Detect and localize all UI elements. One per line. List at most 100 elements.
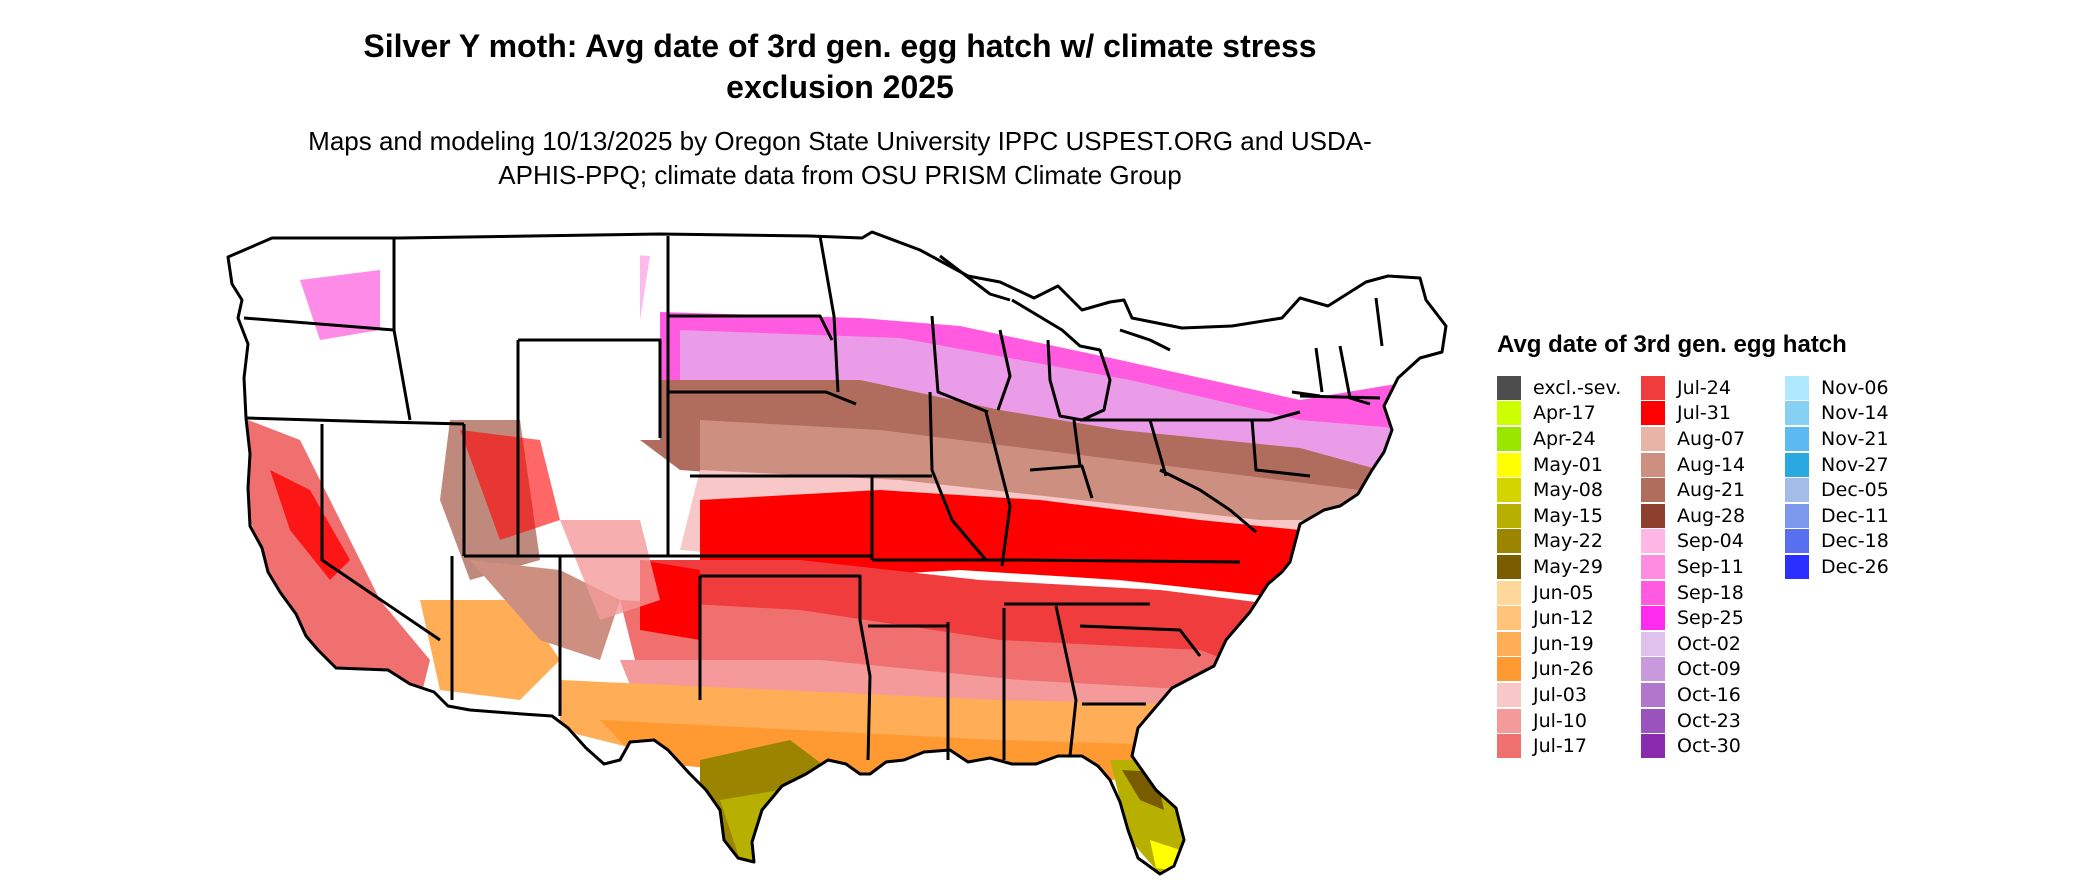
legend-swatch [1641,375,1665,400]
legend-label: Sep-25 [1677,607,1744,630]
legend-swatch [1785,426,1809,451]
legend-swatch [1641,452,1665,477]
legend-item: Oct-02 [1641,631,1771,657]
legend-item: excl.-sev. [1497,375,1627,401]
legend-swatch [1641,708,1665,733]
legend-swatch [1785,478,1809,503]
legend-label: May-22 [1533,530,1603,553]
legend-swatch [1497,580,1521,605]
legend-column: excl.-sev. Apr-17 Apr-24 May-01 May-08 May-15… [1497,375,1627,759]
legend-label: Oct-09 [1677,658,1741,681]
legend-item: Dec-18 [1785,529,1915,555]
legend-label: May-15 [1533,504,1603,527]
legend-label: Dec-26 [1821,555,1889,578]
legend-swatch [1641,503,1665,528]
legend-label: Jun-19 [1533,632,1594,655]
legend-swatch [1785,554,1809,579]
map-title: Silver Y moth: Avg date of 3rd gen. egg … [363,28,1317,105]
legend-swatch [1641,401,1665,426]
legend-label: Jun-05 [1533,581,1594,604]
legend-swatch [1497,554,1521,579]
legend-label: Nov-27 [1821,453,1889,476]
legend-label: Nov-06 [1821,376,1889,399]
legend-swatch [1497,426,1521,451]
legend-swatch [1497,606,1521,631]
legend-label: Aug-28 [1677,504,1746,527]
legend-item: May-22 [1497,529,1627,555]
legend-label: Jul-24 [1677,376,1731,399]
legend-item: Aug-21 [1641,477,1771,503]
legend-columns: excl.-sev. Apr-17 Apr-24 May-01 May-08 May-15… [1497,375,1917,759]
legend-label: May-29 [1533,555,1603,578]
legend-swatch [1497,657,1521,682]
legend-item: Oct-23 [1641,708,1771,734]
legend-column: Jul-24 Jul-31 Aug-07 Aug-14 Aug-21 Aug-28 Sep-… [1641,375,1771,759]
legend-swatch [1641,606,1665,631]
legend-label: Oct-30 [1677,735,1741,758]
legend-item: Apr-24 [1497,426,1627,452]
legend-swatch [1497,708,1521,733]
legend-swatch [1641,580,1665,605]
legend-label: Dec-11 [1821,504,1889,527]
legend-label: Sep-18 [1677,581,1744,604]
legend-label: Apr-24 [1533,427,1596,450]
legend-label: Aug-14 [1677,453,1746,476]
legend-item: Jul-03 [1497,682,1627,708]
legend-item: May-15 [1497,503,1627,529]
legend-item: Nov-21 [1785,426,1915,452]
legend-swatch [1497,503,1521,528]
legend-item: Aug-14 [1641,452,1771,478]
legend-item: Jun-19 [1497,631,1627,657]
legend-swatch [1497,529,1521,554]
legend-swatch [1497,375,1521,400]
legend-swatch [1785,529,1809,554]
legend-label: Jul-10 [1533,709,1587,732]
legend-swatch [1785,401,1809,426]
legend-label: Jul-03 [1533,683,1587,706]
map-subtitle: Maps and modeling 10/13/2025 by Oregon S… [308,126,1372,190]
legend-item: Nov-06 [1785,375,1915,401]
legend-item: Oct-30 [1641,733,1771,759]
legend-label: Aug-07 [1677,427,1746,450]
legend: Avg date of 3rd gen. egg hatch excl.-sev… [1497,330,1917,759]
legend-swatch [1497,478,1521,503]
legend-item: Aug-07 [1641,426,1771,452]
legend-label: Jul-17 [1533,735,1587,758]
legend-item: Apr-17 [1497,401,1627,427]
legend-swatch [1641,554,1665,579]
legend-label: Nov-14 [1821,402,1889,425]
legend-item: Jul-10 [1497,708,1627,734]
legend-label: Jun-26 [1533,658,1594,681]
legend-item: Dec-05 [1785,477,1915,503]
legend-item: Jul-17 [1497,733,1627,759]
legend-swatch [1497,401,1521,426]
legend-label: May-01 [1533,453,1603,476]
legend-title: Avg date of 3rd gen. egg hatch [1497,331,1847,358]
legend-item: Sep-04 [1641,529,1771,555]
legend-swatch [1641,631,1665,656]
legend-label: Oct-02 [1677,632,1741,655]
legend-item: Sep-18 [1641,580,1771,606]
legend-item: May-29 [1497,554,1627,580]
legend-swatch [1641,529,1665,554]
legend-swatch [1641,478,1665,503]
legend-item: Jun-05 [1497,580,1627,606]
legend-swatch [1641,734,1665,759]
legend-swatch [1785,452,1809,477]
legend-item: Jun-12 [1497,605,1627,631]
legend-swatch [1641,682,1665,707]
legend-label: Dec-05 [1821,479,1889,502]
legend-label: Aug-21 [1677,479,1746,502]
legend-item: Nov-27 [1785,452,1915,478]
legend-label: Sep-11 [1677,555,1744,578]
legend-label: excl.-sev. [1533,376,1622,399]
legend-label: Oct-23 [1677,709,1741,732]
legend-label: Dec-18 [1821,530,1889,553]
legend-item: Sep-11 [1641,554,1771,580]
legend-swatch [1641,657,1665,682]
legend-item: Dec-11 [1785,503,1915,529]
legend-item: Jun-26 [1497,657,1627,683]
legend-label: Jun-12 [1533,607,1594,630]
legend-swatch [1641,426,1665,451]
legend-swatch [1497,452,1521,477]
